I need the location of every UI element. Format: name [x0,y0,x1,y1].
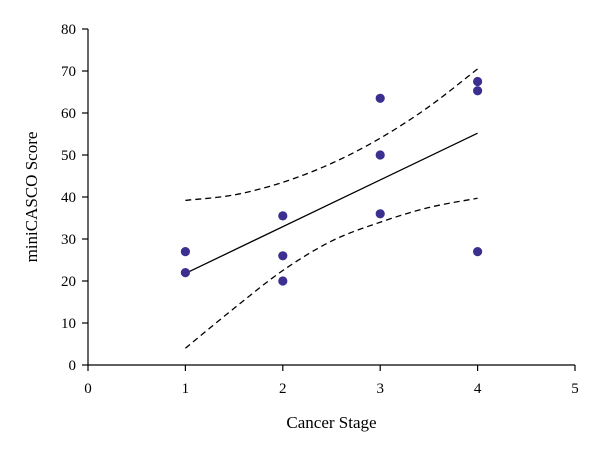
y-axis-ticks: 0 10 20 30 40 50 60 70 80 [61,22,88,374]
data-point [278,251,288,261]
y-tick-label: 20 [61,274,76,290]
data-point [473,86,483,96]
x-tick-label: 3 [376,381,384,397]
data-point [278,211,288,221]
x-tick-label: 4 [474,381,482,397]
plot-area [180,68,483,349]
y-tick-label: 0 [69,358,77,374]
y-tick-label: 80 [61,22,76,38]
x-axis-title: Cancer Stage [286,413,376,432]
data-point [375,150,385,160]
confidence-band-lower-line [184,197,478,349]
y-axis-title: miniCASCO Score [22,132,41,263]
confidence-band-upper-line [185,68,478,202]
data-point [278,276,288,286]
y-tick-label: 10 [61,316,76,332]
x-axis-ticks: 0 1 2 3 4 5 [84,365,579,397]
y-tick-label: 60 [61,106,76,122]
x-tick-label: 2 [279,381,287,397]
data-point [180,268,190,278]
y-tick-label: 30 [61,232,76,248]
data-point [473,247,483,257]
data-point [375,93,385,103]
data-point [473,76,483,87]
regression-line [185,132,478,275]
data-point [375,209,385,219]
y-tick-label: 40 [61,190,76,206]
x-tick-label: 5 [571,381,579,397]
x-tick-label: 0 [84,381,92,397]
y-tick-label: 70 [61,64,76,80]
data-point [180,247,190,257]
y-tick-label: 50 [61,148,76,164]
x-tick-label: 1 [182,381,190,397]
